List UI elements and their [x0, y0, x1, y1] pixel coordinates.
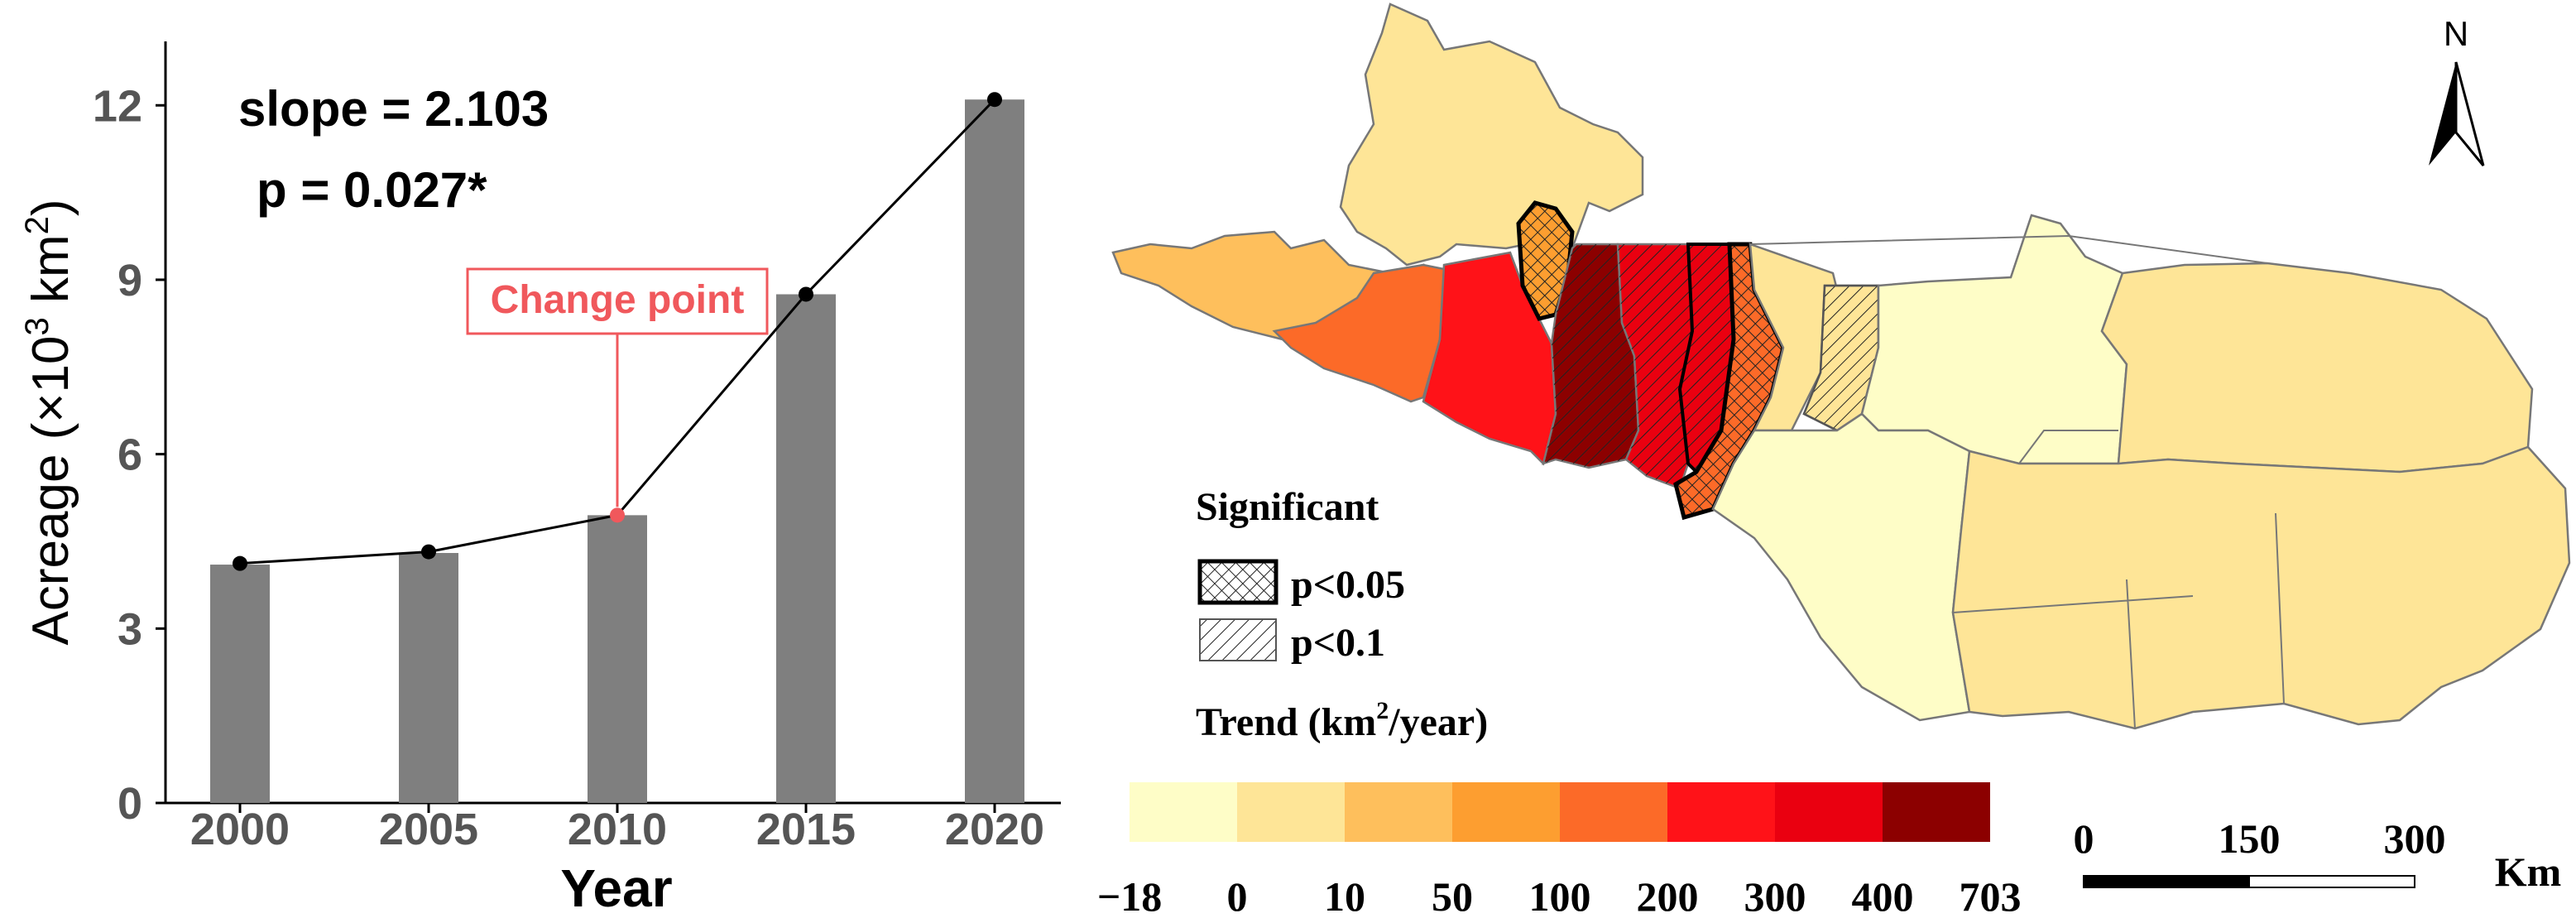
- bar-2005: [399, 553, 458, 803]
- region-east-large-south: [1951, 445, 2571, 730]
- scale-bar: 0 150 300 Km: [2074, 815, 2562, 895]
- colorbar-label-2: 10: [1324, 873, 1365, 920]
- colorbar-label-8: 703: [1960, 873, 2022, 920]
- x-tick-label-2000: 2000: [190, 805, 290, 854]
- colorbar-label-3: 50: [1432, 873, 1473, 920]
- region-pale-center: [1860, 214, 2128, 465]
- colorbar-label-5: 200: [1637, 873, 1699, 920]
- y-ticks: 0 3 6 9 12: [93, 81, 165, 829]
- scale-bar-white: [2248, 875, 2415, 888]
- x-tick-label-2020: 2020: [945, 805, 1044, 854]
- change-point-box: [466, 267, 769, 335]
- bar-2015: [776, 294, 836, 803]
- colorbar-label-1: 0: [1227, 873, 1248, 920]
- bar-2000: [210, 565, 270, 803]
- north-arrow-right: [2454, 61, 2485, 166]
- colorbar: [1130, 782, 1990, 842]
- colorbar-segment-3: [1452, 782, 1560, 842]
- y-tick-label-0: 0: [118, 779, 142, 829]
- map-legend: Significant p<0.05 p<0.1 Trend (km2/year…: [1097, 485, 2022, 920]
- scale-tick-0: 0: [2074, 815, 2094, 862]
- trend-title: Trend (km2/year): [1196, 697, 1488, 744]
- x-ticks: 2000 2005 2010 2015 2020: [190, 803, 1044, 854]
- bar-2010: [588, 515, 647, 803]
- bar-2020: [965, 99, 1024, 803]
- y-tick-label-6: 6: [118, 430, 142, 480]
- region-pale-south: [1711, 412, 1971, 722]
- x-axis-title: Year: [560, 858, 672, 918]
- p-value-annotation: p = 0.027*: [257, 162, 487, 218]
- point-2000: [233, 555, 247, 571]
- scale-bar-black: [2083, 875, 2250, 888]
- y-tick-label-9: 9: [118, 256, 142, 305]
- acreage-chart: 0 3 6 9 12 2000 2005 2010 2015 2020 Year Acreage…: [19, 41, 1061, 918]
- colorbar-segment-2: [1345, 782, 1452, 842]
- colorbar-label-4: 100: [1529, 873, 1591, 920]
- bars: [210, 99, 1024, 803]
- y-tick-label-12: 12: [93, 81, 142, 131]
- north-label: N: [2444, 14, 2468, 53]
- significance-title: Significant: [1196, 485, 1379, 529]
- colorbar-segment-5: [1667, 782, 1775, 842]
- y-axis-title: Acreage (×103 km2): [19, 200, 79, 646]
- north-arrow-left: [2429, 62, 2456, 166]
- points: [233, 92, 1002, 571]
- x-tick-label-2015: 2015: [756, 805, 856, 854]
- region-east-large-north: [2100, 262, 2534, 474]
- p01-label: p<0.1: [1291, 621, 1385, 665]
- p01-swatch: [1199, 618, 1277, 661]
- point-2015: [799, 286, 813, 302]
- slope-annotation: slope = 2.103: [238, 81, 549, 137]
- scale-tick-300: 300: [2384, 815, 2446, 862]
- change-point-label: Change point: [491, 278, 745, 322]
- region-boundary-line: [1749, 214, 2285, 729]
- north-arrow-icon: N: [2429, 14, 2485, 166]
- x-tick-label-2010: 2010: [568, 805, 667, 854]
- point-2020: [987, 92, 1002, 108]
- colorbar-segment-7: [1883, 782, 1990, 842]
- colorbar-segment-6: [1775, 782, 1883, 842]
- scale-unit: Km: [2495, 848, 2562, 895]
- colorbar-label-6: 300: [1744, 873, 1806, 920]
- p05-label: p<0.05: [1291, 563, 1405, 607]
- trend-map: [1111, 2, 2571, 730]
- y-tick-label-3: 3: [118, 604, 142, 654]
- colorbar-segment-4: [1560, 782, 1667, 842]
- colorbar-label-7: 400: [1852, 873, 1914, 920]
- p05-swatch: [1197, 559, 1278, 605]
- region-north-peninsula: [1339, 2, 1644, 267]
- region-darkred-hatch: [1543, 244, 1638, 468]
- region-red-2-hatch: [1618, 244, 1692, 488]
- colorbar-labels: −18 0 10 50 100 200 300 400 703: [1097, 873, 2022, 920]
- change-point-marker: [610, 507, 625, 523]
- colorbar-segment-0: [1130, 782, 1237, 842]
- point-2005: [421, 544, 436, 560]
- colorbar-label-0: −18: [1097, 873, 1163, 920]
- colorbar-segment-1: [1237, 782, 1345, 842]
- scale-tick-150: 150: [2219, 815, 2281, 862]
- x-tick-label-2005: 2005: [379, 805, 478, 854]
